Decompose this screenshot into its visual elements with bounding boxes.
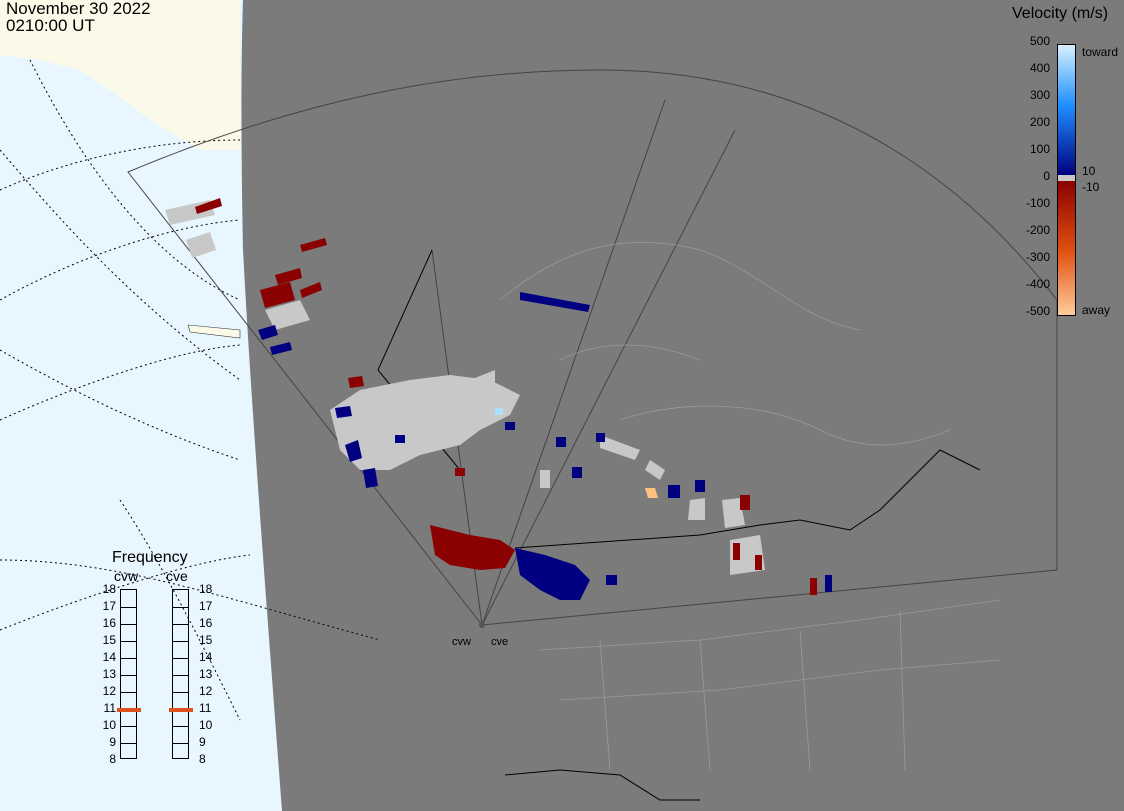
frequency-scale-label: 14 [199,650,213,664]
frequency-gridline [121,641,136,642]
frequency-scale-label: 8 [109,752,116,766]
colorbar-tick-label: -100 [1025,196,1050,210]
frequency-scale-label: 16 [102,616,116,630]
frequency-title: Frequency [112,549,188,566]
frequency-scale-label: 12 [102,684,116,698]
frequency-gridline [173,658,188,659]
colorbar-tick-label: -500 [1025,304,1050,318]
frequency-gridline [173,607,188,608]
frequency-marker-cve [169,707,193,712]
aleutian-islands [187,324,241,339]
frequency-scale-label: 16 [199,616,213,630]
colorbar-tick-label: 300 [1029,88,1050,102]
title-time: 0210:00 UT [6,16,95,35]
radar-site-marker [479,622,485,628]
frequency-gridline [173,624,188,625]
velocity-colorbar [1057,44,1076,316]
colorbar-plus-label: 10 [1082,164,1096,178]
colorbar-title: Velocity (m/s) [1012,5,1109,22]
frequency-scale-label: 14 [102,650,116,664]
colorbar-away-dark [1058,181,1075,251]
frequency-scale-label: 18 [102,582,116,596]
frequency-scale-label: 9 [109,735,116,749]
frequency-gridline [121,624,136,625]
frequency-gridline [173,692,188,693]
daylight-land [0,0,240,150]
site-label: cvw [452,636,471,648]
frequency-box-cve [172,589,189,759]
colorbar-tick-label: 0 [1043,169,1050,183]
frequency-gridline [121,675,136,676]
frequency-scale-label: 8 [199,752,206,766]
coastlines [499,241,1001,771]
colorbar-away-label: away [1082,303,1111,317]
frequency-scale-label: 11 [103,701,116,715]
colorbar-away-light [1058,251,1075,315]
velocity-echoes [165,198,832,600]
frequency-gridline [173,726,188,727]
colorbar-toward-label: toward [1082,45,1119,59]
frequency-scale-label: 10 [199,718,213,732]
frequency-radar-label: cvw [114,568,139,584]
colorbar-minus-label: -10 [1082,180,1100,194]
frequency-gridline [121,726,136,727]
frequency-marker-cvw [117,707,141,712]
frequency-scale-label: 17 [102,599,116,613]
frequency-scale-label: 15 [199,633,213,647]
title-date: November 30 2022 [6,0,151,18]
colorbar-toward-light [1058,45,1075,105]
frequency-scale-label: 13 [102,667,116,681]
frequency-scale-label: 17 [199,599,213,613]
frequency-scale-label: 18 [199,582,213,596]
frequency-gridline [121,658,136,659]
frequency-gridline [173,675,188,676]
colorbar-tick-label: -200 [1025,223,1050,237]
frequency-scale-label: 13 [199,667,213,681]
frequency-scale-label: 10 [102,718,116,732]
site-label: cve [491,636,509,648]
frequency-gridline [173,641,188,642]
colorbar-tick-label: 100 [1029,142,1050,156]
colorbar-tick-label: -300 [1025,250,1050,264]
frequency-scale-label: 15 [102,633,116,647]
colorbar-tick-label: 400 [1029,61,1050,75]
frequency-gridline [121,743,136,744]
frequency-gridline [121,692,136,693]
colorbar-tick-label: -400 [1025,277,1050,291]
graticule [0,59,381,721]
frequency-scale-label: 12 [199,684,213,698]
colorbar-zero [1058,175,1075,181]
frequency-box-cvw [120,589,137,759]
frequency-scale-label: 11 [199,701,212,715]
night-region [241,0,1124,811]
frequency-gridline [173,743,188,744]
colorbar-toward-dark [1058,105,1075,175]
colorbar-tick-label: 200 [1029,115,1050,129]
frequency-scale-label: 9 [199,735,206,749]
frequency-radar-label: cve [166,568,188,584]
colorbar-tick-label: 500 [1029,34,1050,48]
frequency-gridline [121,607,136,608]
